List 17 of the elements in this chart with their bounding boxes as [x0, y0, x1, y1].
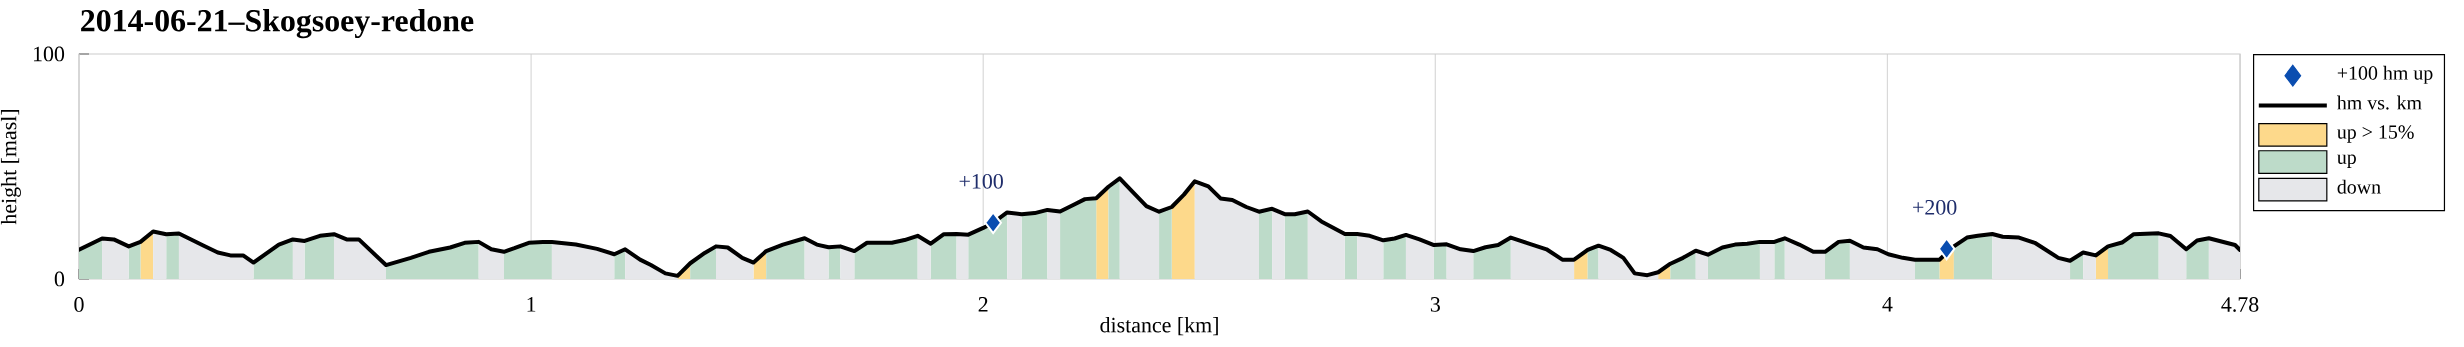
x-axis-title: distance [km] — [1100, 317, 1218, 336]
x-tick-label: 0 — [74, 297, 84, 312]
x-tick-label: 4.78 — [2221, 297, 2259, 312]
x-tick-label: 3 — [1430, 297, 1440, 312]
x-tick-label: 1 — [527, 297, 536, 312]
legend-label: +100 hm up — [2337, 65, 2433, 84]
annotation: +200 — [1913, 199, 1957, 215]
legend-label: down — [2337, 179, 2381, 194]
y-tick-label: 100 — [33, 46, 65, 62]
x-tick-label: 2 — [978, 297, 988, 312]
legend-label: up — [2337, 154, 2356, 169]
y-axis-title: height [masl] — [0, 109, 21, 225]
annotation: +100 — [959, 173, 1003, 189]
legend-label: hm vs. km — [2336, 95, 2422, 110]
chart-title: 2014-06-21–Skogsoey-redone — [81, 9, 474, 39]
x-tick-label: 4 — [1882, 297, 1893, 312]
legend-label: up > 15% — [2337, 125, 2414, 143]
